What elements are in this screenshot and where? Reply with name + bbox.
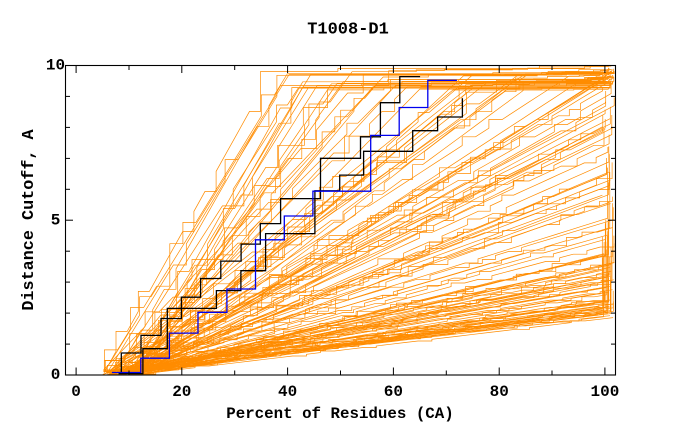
svg-text:100: 100	[590, 383, 619, 401]
svg-text:40: 40	[278, 383, 297, 401]
svg-text:T1008-D1: T1008-D1	[307, 21, 389, 40]
svg-text:Distance Cutoff, A: Distance Cutoff, A	[20, 128, 39, 310]
svg-text:20: 20	[172, 383, 191, 401]
svg-text:10: 10	[46, 57, 65, 75]
svg-text:5: 5	[51, 211, 61, 229]
svg-text:0: 0	[51, 366, 61, 384]
svg-text:Percent of Residues (CA): Percent of Residues (CA)	[226, 405, 454, 423]
svg-text:60: 60	[384, 383, 403, 401]
svg-text:80: 80	[490, 383, 509, 401]
svg-text:0: 0	[71, 383, 81, 401]
